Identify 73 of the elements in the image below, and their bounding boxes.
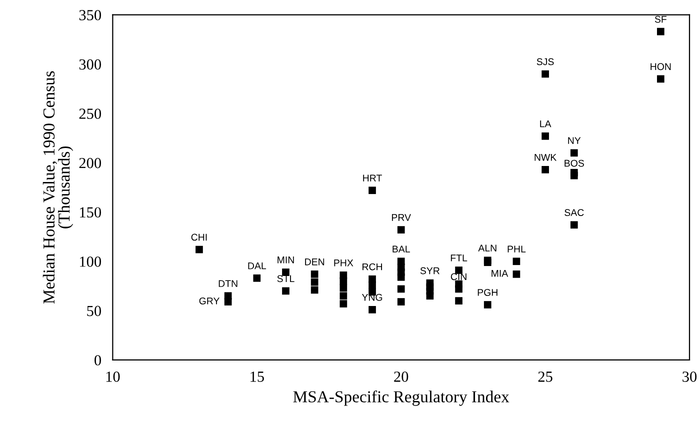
point — [656, 28, 664, 36]
x-tick-label: 15 — [250, 372, 264, 382]
point — [426, 292, 434, 300]
annotation: SAC — [564, 209, 584, 216]
annotation: NWK — [534, 154, 557, 161]
x-tick-label: 30 — [682, 372, 697, 382]
annotation: HON — [650, 63, 671, 70]
point — [253, 274, 261, 282]
annotation: CHI — [191, 234, 207, 241]
y-tick-label: 100 — [80, 256, 102, 267]
point — [340, 292, 348, 300]
annotation: FTL — [450, 254, 468, 262]
point — [512, 270, 520, 278]
point — [542, 166, 549, 174]
annotation: BAL — [392, 246, 410, 252]
y-axis-title: Median House Value, 1990 Census (Thousands) — [42, 71, 74, 304]
y-tick-label: 300 — [79, 59, 102, 70]
x-tick-label: 10 — [106, 372, 120, 382]
point — [282, 287, 290, 295]
point — [484, 301, 492, 308]
point — [310, 278, 318, 286]
point — [397, 298, 405, 306]
annotation: SF — [654, 16, 666, 23]
annotation: GRY — [199, 298, 220, 304]
point — [542, 132, 549, 140]
annotation: CIN — [450, 273, 466, 280]
annotation: RCH — [362, 263, 382, 270]
y-tick-label: 50 — [87, 306, 102, 316]
annotation: HRT — [363, 174, 382, 182]
point — [196, 246, 203, 254]
point — [224, 298, 232, 306]
annotation: DEN — [305, 258, 324, 266]
point — [368, 281, 376, 289]
annotation: BOS — [564, 160, 584, 167]
annotation: PRV — [392, 214, 411, 221]
point — [455, 285, 462, 293]
annotation: ALN — [478, 244, 496, 252]
annotation: DAL — [248, 262, 266, 270]
x-tick-label: 25 — [538, 372, 552, 382]
x-tick-label: 20 — [394, 372, 408, 382]
y-tick-label: 0 — [94, 355, 102, 366]
annotation: DTN — [218, 280, 238, 287]
x-axis-title: MSA-Specific Regulatory Index — [293, 390, 510, 406]
point — [570, 172, 578, 180]
annotation: SYR — [420, 267, 440, 274]
annotation: MIA — [492, 270, 508, 277]
y-tick-label: 250 — [79, 108, 102, 119]
annotation: LA — [540, 120, 552, 128]
point — [656, 75, 664, 83]
annotation: NY — [568, 137, 581, 144]
point — [368, 306, 376, 314]
annotation: PHL — [508, 246, 526, 252]
point — [340, 284, 348, 292]
point — [310, 286, 318, 294]
point — [455, 297, 462, 304]
y-tick-label: 200 — [79, 158, 102, 168]
point — [570, 149, 578, 157]
y-tick-label: 350 — [79, 10, 102, 20]
annotation: PGH — [478, 289, 498, 296]
annotation: SJS — [536, 58, 554, 66]
y-tick-label: 150 — [80, 207, 102, 218]
point — [397, 285, 405, 293]
point — [542, 70, 549, 78]
annotation: MIN — [278, 256, 294, 264]
point — [512, 258, 520, 266]
point — [368, 186, 376, 194]
annotation: PHX — [334, 260, 354, 266]
point — [397, 226, 405, 234]
point — [310, 270, 318, 278]
point — [340, 277, 348, 285]
point — [570, 221, 578, 229]
point — [397, 273, 405, 281]
point — [340, 300, 348, 308]
